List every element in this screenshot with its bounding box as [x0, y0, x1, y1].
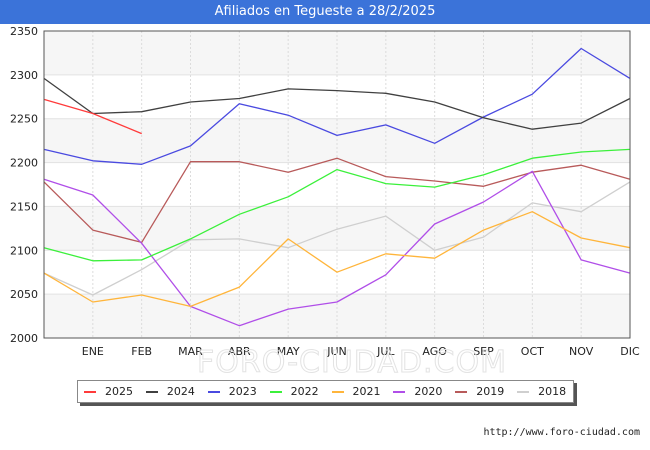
legend-label: 2019 [476, 385, 505, 398]
y-tick-label: 2250 [10, 113, 38, 126]
legend-label: 2021 [352, 385, 381, 398]
source-url: http://www.foro-ciudad.com [483, 427, 640, 438]
y-tick-label: 2000 [10, 332, 38, 345]
legend-label: 2022 [290, 385, 319, 398]
x-tick-label: MAY [277, 345, 300, 358]
legend-swatch [331, 390, 344, 393]
legend-label: 2020 [414, 385, 443, 398]
legend-label: 2024 [166, 385, 195, 398]
series-line-2024 [43, 77, 631, 130]
x-tick-label: SEP [473, 345, 494, 358]
x-tick-label: ENE [82, 345, 104, 358]
series-line-2025 [43, 98, 142, 135]
y-tick-label: 2200 [10, 157, 38, 170]
legend-swatch [517, 390, 530, 393]
series-line-2022 [43, 148, 631, 262]
legend-swatch [84, 390, 96, 393]
legend-item-2023: 2023 [207, 381, 257, 402]
legend-item-2021: 2021 [331, 381, 381, 402]
x-tick-label: NOV [569, 345, 594, 358]
legend-item-2020: 2020 [393, 381, 442, 402]
legend-label: 2018 [538, 385, 567, 398]
watermark: FORO-CIUDAD.COM [197, 345, 507, 380]
y-tick-label: 2300 [10, 69, 38, 82]
legend-swatch [455, 390, 468, 393]
legend-label: 2023 [228, 385, 257, 398]
chart-title: Afiliados en Tegueste a 28/2/2025 [0, 0, 650, 24]
series-line-2020 [43, 170, 631, 327]
legend-swatch [207, 390, 220, 393]
plot-border [43, 30, 631, 339]
legend-swatch [145, 390, 158, 393]
chart-legend: 2025 2024 2023 2022 2021 2020 2019 2018 [77, 380, 574, 403]
x-tick-label: AGO [422, 345, 447, 358]
legend-item-2019: 2019 [455, 381, 504, 402]
legend-swatch [393, 390, 406, 393]
series-line-2018 [43, 181, 631, 296]
series-line-2023 [43, 47, 631, 165]
x-tick-label: FEB [131, 345, 152, 358]
x-tick-label: MAR [178, 345, 203, 358]
legend-item-2024: 2024 [145, 381, 195, 402]
y-tick-label: 2100 [10, 244, 38, 257]
legend-item-2022: 2022 [269, 381, 319, 402]
x-tick-label: JUL [376, 345, 395, 358]
legend-item-2018: 2018 [517, 381, 566, 402]
y-tick-label: 2150 [10, 200, 38, 213]
x-tick-label: ABR [228, 345, 251, 358]
series-line-2021 [43, 211, 631, 308]
x-tick-label: DIC [620, 345, 640, 358]
legend-item-2025: 2025 [84, 381, 133, 402]
y-tick-label: 2350 [10, 25, 38, 38]
x-tick-label: OCT [521, 345, 544, 358]
legend-swatch [269, 390, 282, 393]
x-tick-label: JUN [326, 345, 347, 358]
legend-label: 2025 [105, 385, 133, 398]
y-tick-label: 2050 [10, 288, 38, 301]
